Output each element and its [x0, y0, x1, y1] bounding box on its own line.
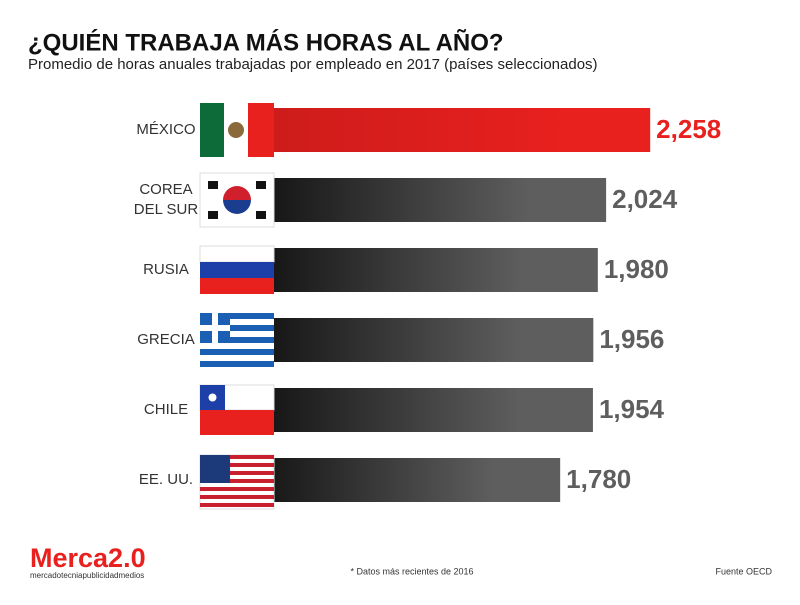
flag-greece [200, 313, 274, 367]
bar-shade [225, 178, 530, 222]
plot: 2,258 MÉXICO 2,024 COREA DEL SUR 1,980 RUSIA 1,… [134, 108, 721, 502]
chart-subtitle: Promedio de horas anuales trabajadas por… [28, 56, 598, 73]
logo: Merca2.0 [30, 543, 146, 573]
category-label: GRECIA [137, 331, 195, 348]
value-label: 2,258 [656, 114, 721, 144]
category-label: RUSIA [143, 261, 189, 278]
value-label: 1,956 [599, 324, 664, 354]
chart-title: ¿QUIÉN TRABAJA MÁS HORAS AL AÑO? [28, 28, 504, 56]
value-label: 1,780 [566, 464, 631, 494]
category-label: CHILE [144, 401, 188, 418]
footnote: * Datos más recientes de 2016 [350, 566, 473, 576]
flags [199, 103, 275, 510]
category-label: EE. UU. [139, 471, 193, 488]
bar-shade [225, 318, 520, 362]
logo-tagline: mercadotecniapublicidadmedios [30, 571, 144, 580]
value-label: 2,024 [612, 184, 678, 214]
source: Fuente OECD [715, 566, 772, 576]
category-label: MÉXICO [136, 121, 195, 138]
category-label: COREA DEL SUR [134, 181, 199, 218]
flag-russia [199, 245, 275, 294]
bar-shade [225, 108, 566, 152]
value-label: 1,980 [604, 254, 669, 284]
flag-korea [199, 172, 275, 228]
flag-mexico [200, 103, 274, 157]
bar-shade [225, 248, 524, 292]
flag-chile [199, 384, 275, 435]
flag-usa [199, 454, 275, 510]
value-label: 1,954 [599, 394, 665, 424]
